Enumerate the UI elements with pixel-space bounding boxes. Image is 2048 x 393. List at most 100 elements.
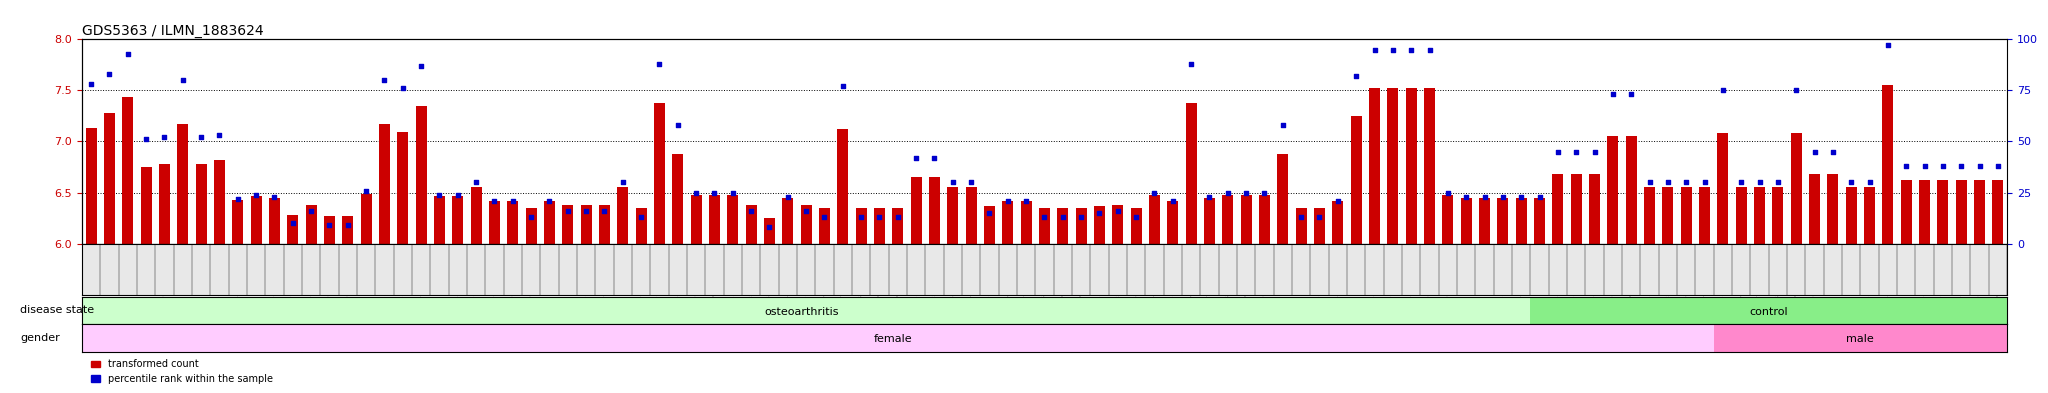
Bar — [967, 187, 977, 244]
Point — [240, 191, 272, 198]
Text: GDS5363 / ILMN_1883624: GDS5363 / ILMN_1883624 — [82, 24, 264, 38]
Point — [973, 210, 1006, 216]
Point — [899, 155, 932, 161]
Point — [936, 179, 969, 185]
Text: male: male — [1847, 334, 1874, 344]
Point — [1413, 46, 1446, 53]
Point — [588, 208, 621, 214]
Point — [387, 85, 420, 92]
Bar — [453, 196, 463, 244]
Point — [295, 208, 328, 214]
Point — [1780, 87, 1812, 94]
Point — [332, 222, 365, 228]
Point — [881, 214, 913, 220]
Bar — [1552, 174, 1563, 244]
Point — [369, 77, 401, 83]
Point — [1688, 179, 1720, 185]
Bar — [1130, 208, 1141, 244]
Point — [827, 83, 860, 90]
Point — [1946, 163, 1978, 169]
Point — [1047, 214, 1079, 220]
Bar — [178, 124, 188, 244]
Point — [735, 208, 768, 214]
Bar — [893, 208, 903, 244]
Point — [1798, 149, 1831, 155]
Point — [1890, 163, 1923, 169]
Bar — [672, 154, 684, 244]
Bar — [1460, 198, 1473, 244]
Bar — [360, 194, 371, 244]
Bar — [305, 205, 317, 244]
Bar — [856, 208, 866, 244]
Point — [276, 220, 309, 226]
Text: osteoarthritis: osteoarthritis — [764, 307, 840, 317]
Bar — [104, 113, 115, 244]
Point — [166, 77, 199, 83]
Point — [1505, 193, 1538, 200]
Point — [754, 224, 786, 230]
Legend: transformed count, percentile rank within the sample: transformed count, percentile rank withi… — [86, 356, 276, 388]
Point — [569, 208, 602, 214]
Bar — [1753, 187, 1765, 244]
Point — [1817, 149, 1849, 155]
Point — [1176, 61, 1208, 67]
Bar — [82, 297, 1530, 324]
Point — [1853, 179, 1886, 185]
Bar — [1020, 201, 1032, 244]
Bar — [1075, 208, 1087, 244]
Point — [1872, 42, 1905, 49]
Bar — [838, 129, 848, 244]
Bar — [1278, 154, 1288, 244]
Bar — [1516, 198, 1526, 244]
Bar — [1368, 88, 1380, 244]
Point — [1065, 214, 1098, 220]
Bar — [250, 196, 262, 244]
Point — [643, 61, 676, 67]
Bar — [1333, 201, 1343, 244]
Point — [496, 198, 528, 204]
Point — [551, 208, 584, 214]
Bar — [1882, 85, 1892, 244]
Point — [1524, 193, 1556, 200]
Bar — [1845, 187, 1858, 244]
Point — [1321, 198, 1354, 204]
Point — [772, 193, 805, 200]
Point — [1229, 189, 1262, 196]
Point — [1339, 73, 1372, 79]
Bar — [1700, 187, 1710, 244]
Bar — [197, 164, 207, 244]
Point — [1212, 189, 1245, 196]
Point — [1083, 210, 1116, 216]
Bar — [1167, 201, 1178, 244]
Bar — [1186, 103, 1196, 244]
Point — [680, 189, 713, 196]
Point — [698, 189, 731, 196]
Bar — [782, 198, 793, 244]
Bar — [1790, 133, 1802, 244]
Point — [954, 179, 987, 185]
Bar — [342, 216, 352, 244]
Bar — [1993, 180, 2003, 244]
Point — [1964, 163, 1997, 169]
Point — [129, 136, 162, 143]
Bar — [1241, 195, 1251, 244]
Bar — [1534, 198, 1544, 244]
Point — [424, 191, 457, 198]
Bar — [1149, 195, 1159, 244]
Bar — [745, 205, 756, 244]
Point — [625, 214, 657, 220]
Point — [350, 187, 383, 194]
Point — [1266, 122, 1298, 128]
Bar — [231, 200, 244, 244]
Point — [459, 179, 492, 185]
Bar — [1442, 195, 1454, 244]
Bar — [983, 206, 995, 244]
Bar — [1626, 136, 1636, 244]
Point — [184, 134, 217, 141]
Point — [221, 196, 254, 202]
Bar — [508, 201, 518, 244]
Bar — [1204, 198, 1214, 244]
Bar — [948, 187, 958, 244]
Bar — [1827, 174, 1839, 244]
Point — [1724, 179, 1757, 185]
